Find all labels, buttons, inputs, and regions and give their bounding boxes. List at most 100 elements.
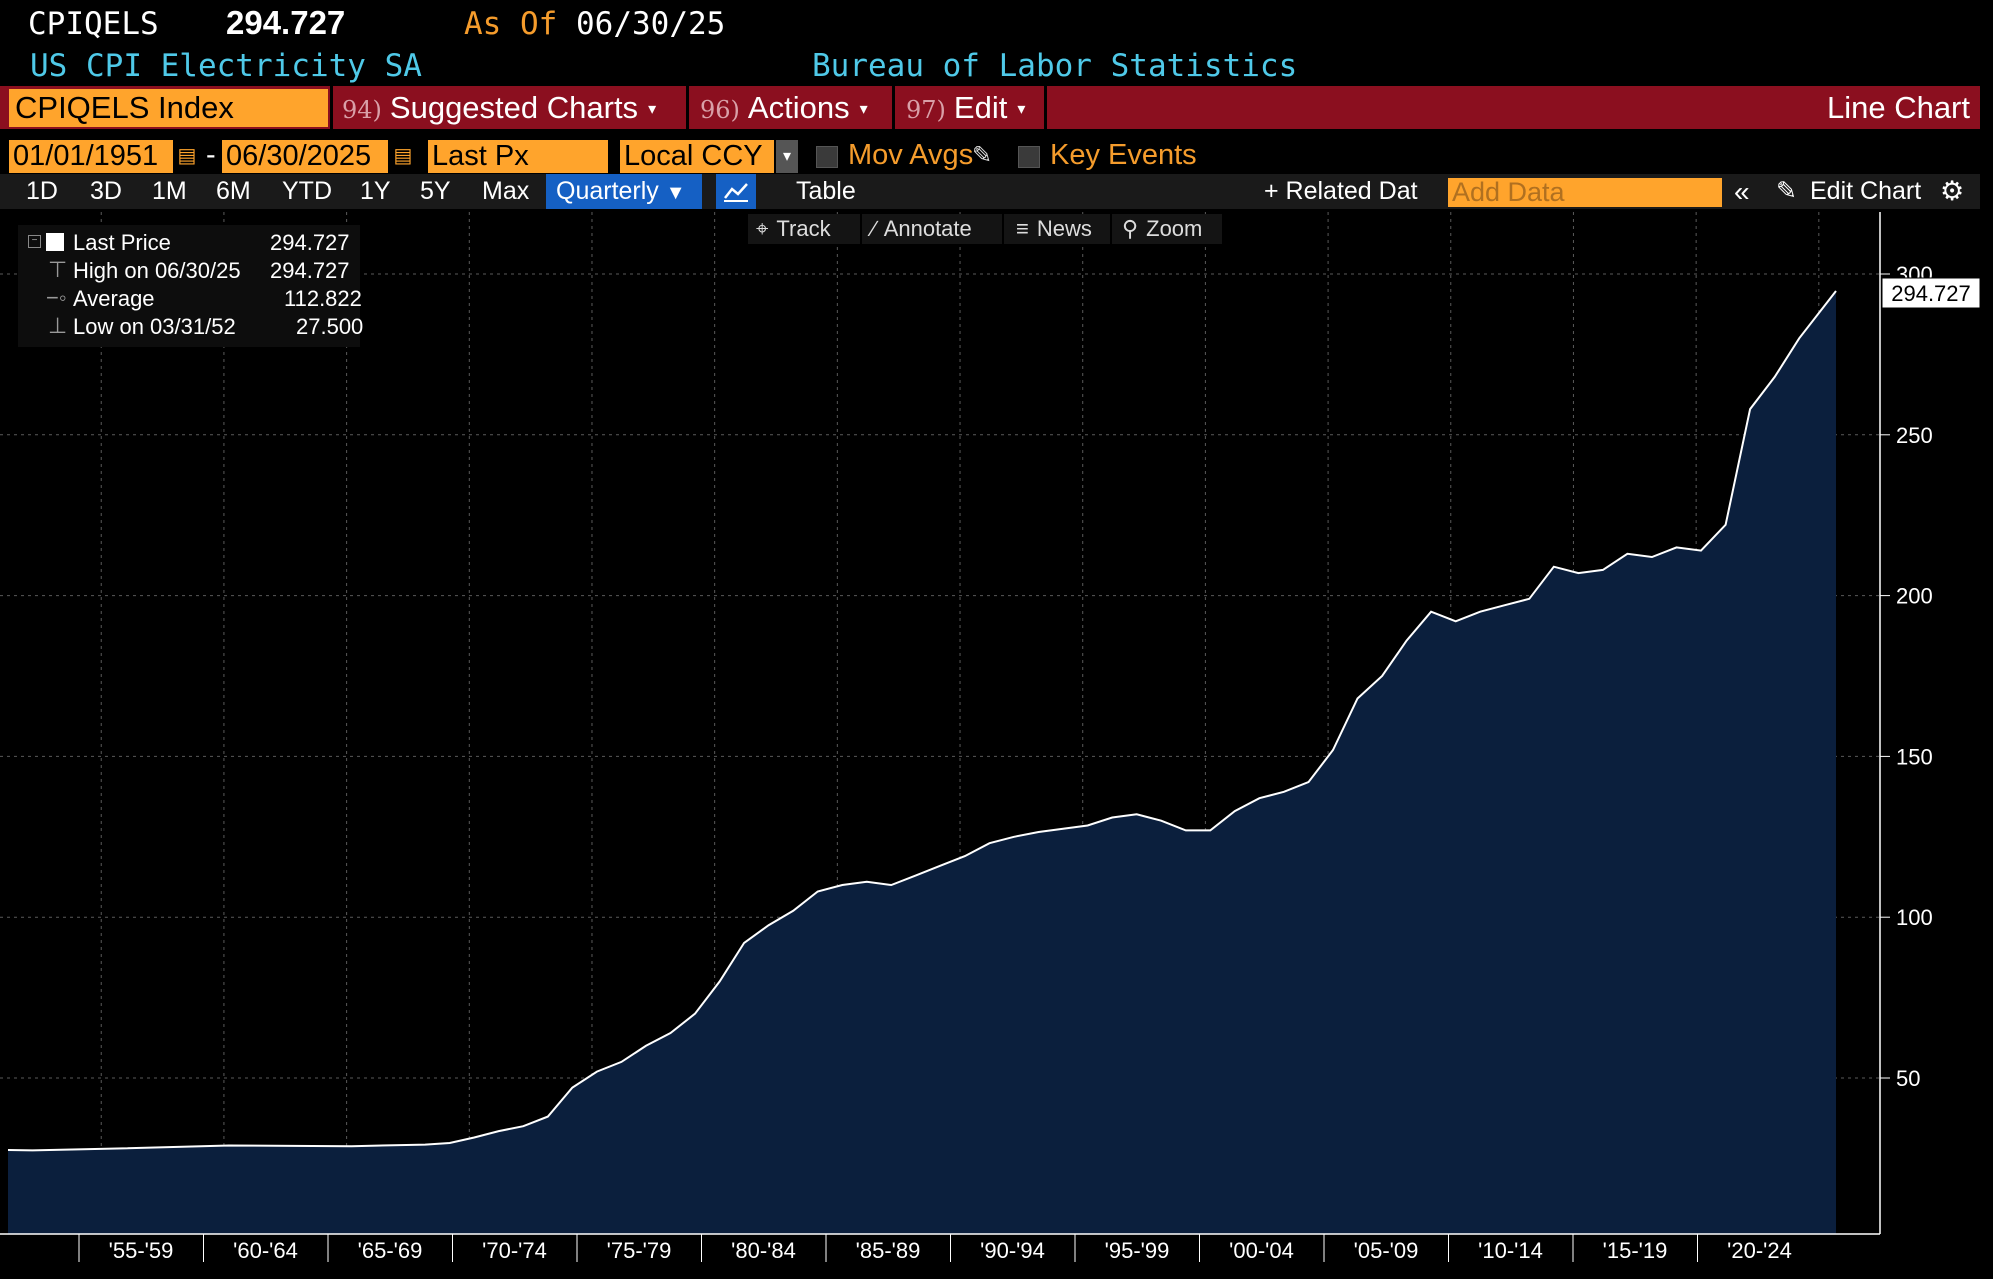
legend-low-value: 27.500 — [296, 314, 364, 339]
menu-number: 97) — [906, 96, 946, 124]
track-tool[interactable]: ⌖ Track — [748, 214, 860, 244]
average-marker-icon: −◦ — [46, 285, 67, 310]
period-max[interactable]: Max — [482, 177, 530, 205]
y-tick-label: 200 — [1896, 584, 1933, 609]
annotate-icon: ∕ — [872, 216, 876, 241]
ticker-symbol: CPIQELS — [28, 6, 159, 42]
frequency-selector[interactable]: Quarterly ▼ — [546, 174, 702, 209]
crosshair-icon: ⌖ — [756, 216, 769, 241]
edit-label: Edit — [953, 90, 1008, 125]
end-date-field[interactable]: 06/30/2025 — [222, 140, 388, 173]
news-icon: ≡ — [1016, 216, 1029, 241]
gear-icon[interactable]: ⚙ — [1940, 176, 1965, 206]
toolbar-divider — [686, 86, 689, 129]
period-3d[interactable]: 3D — [90, 177, 122, 205]
news-label: News — [1036, 216, 1092, 241]
menu-number: 94) — [342, 96, 382, 124]
calendar-icon[interactable]: ▤ — [177, 145, 197, 167]
period-1m[interactable]: 1M — [152, 177, 187, 205]
high-marker-icon: ⊤ — [48, 257, 68, 282]
start-date-field[interactable]: 01/01/1951 — [9, 140, 173, 173]
last-price-header: 294.727 — [226, 4, 346, 41]
x-tick-label: '65-'69 — [358, 1238, 423, 1263]
series-line — [7, 290, 1837, 1152]
series-area — [8, 291, 1836, 1234]
key-events-label[interactable]: Key Events — [1050, 139, 1197, 171]
chart-type-selector[interactable]: Line Chart — [1826, 90, 1970, 125]
period-6m[interactable]: 6M — [216, 177, 251, 205]
edit-menu[interactable]: 97) Edit ▾ — [906, 88, 1046, 127]
annotate-label: Annotate — [883, 216, 972, 241]
zoom-label: Zoom — [1146, 216, 1203, 241]
collapse-legend-icon[interactable]: − — [28, 235, 41, 248]
as-of-label: As Of — [464, 6, 558, 42]
track-label: Track — [776, 216, 831, 241]
y-tick-label: 150 — [1896, 744, 1933, 769]
x-tick-label: '75-'79 — [607, 1238, 672, 1263]
suggested-charts-menu[interactable]: 94) Suggested Charts ▾ — [342, 88, 682, 127]
legend-high-value: 294.727 — [270, 258, 350, 283]
x-tick-label: '00-'04 — [1229, 1238, 1294, 1263]
low-marker-icon: ⊥ — [48, 313, 68, 338]
x-tick-label: '10-'14 — [1478, 1238, 1543, 1263]
as-of-date: 06/30/25 — [576, 6, 726, 42]
period-5y[interactable]: 5Y — [420, 177, 451, 205]
x-tick-label: '95-'99 — [1105, 1238, 1170, 1263]
toolbar-divider — [330, 86, 333, 129]
legend-last-value: 294.727 — [270, 230, 350, 255]
currency-dropdown-icon[interactable]: ▾ — [776, 140, 798, 173]
legend-last-label: Last Price — [73, 230, 171, 255]
period-1y[interactable]: 1Y — [360, 177, 391, 205]
actions-menu[interactable]: 96) Actions ▾ — [700, 88, 890, 127]
x-tick-label: '05-'09 — [1354, 1238, 1419, 1263]
legend-high-label: High on 06/30/25 — [73, 258, 241, 283]
zoom-tool[interactable]: ⚲ Zoom — [1112, 214, 1222, 244]
caret-down-icon: ▾ — [859, 101, 868, 119]
legend-average-label: Average — [73, 286, 155, 311]
currency-selector[interactable]: Local CCY — [620, 140, 774, 173]
toolbar-divider — [892, 86, 895, 129]
magnifier-icon: ⚲ — [1122, 216, 1139, 241]
security-input[interactable]: CPIQELS Index — [9, 89, 328, 127]
chart-legend: − Last Price 294.727 ⊤ High on 06/30/25 … — [18, 225, 364, 347]
collapse-icon[interactable]: « — [1734, 176, 1750, 207]
y-tick-label: 250 — [1896, 423, 1933, 448]
last-value-marker: 294.727 — [1881, 277, 1981, 309]
legend-low-label: Low on 03/31/52 — [73, 314, 236, 339]
mov-avgs-checkbox[interactable] — [816, 146, 838, 168]
toolbar-divider — [1044, 86, 1047, 129]
period-ytd[interactable]: YTD — [282, 177, 332, 205]
x-tick-label: '60-'64 — [233, 1238, 298, 1263]
x-tick-label: '85-'89 — [856, 1238, 921, 1263]
x-tick-label: '80-'84 — [731, 1238, 796, 1263]
x-tick-label: '55-'59 — [109, 1238, 174, 1263]
x-tick-label: '90-'94 — [980, 1238, 1045, 1263]
pencil-icon[interactable]: ✎ — [1776, 177, 1797, 205]
x-tick-label: '15-'19 — [1603, 1238, 1668, 1263]
table-tab[interactable]: Table — [796, 177, 856, 205]
x-tick-label: '20-'24 — [1727, 1238, 1792, 1263]
related-data-button[interactable]: + Related Dat — [1264, 177, 1418, 205]
caret-down-icon: ▾ — [1017, 101, 1026, 119]
x-tick-label: '70-'74 — [482, 1238, 547, 1263]
legend-average-value: 112.822 — [284, 286, 362, 311]
line-chart-icon[interactable] — [716, 174, 756, 209]
add-data-input[interactable]: Add Data — [1448, 178, 1722, 207]
pencil-icon[interactable]: ✎ — [972, 142, 993, 169]
date-range-dash: - — [206, 139, 216, 171]
key-events-checkbox[interactable] — [1018, 146, 1040, 168]
news-tool[interactable]: ≡ News — [1004, 214, 1110, 244]
triangle-down-icon: ▼ — [665, 182, 686, 204]
period-1d[interactable]: 1D — [26, 177, 58, 205]
menu-number: 96) — [700, 96, 740, 124]
price-field-selector[interactable]: Last Px — [428, 140, 608, 173]
last-value-label: 294.727 — [1891, 281, 1971, 306]
annotate-tool[interactable]: ∕ Annotate — [862, 214, 1002, 244]
series-swatch — [46, 233, 64, 251]
actions-label: Actions — [747, 90, 850, 125]
mov-avgs-label[interactable]: Mov Avgs — [848, 139, 974, 171]
calendar-icon[interactable]: ▤ — [393, 145, 413, 167]
edit-chart-button[interactable]: Edit Chart — [1810, 177, 1922, 205]
